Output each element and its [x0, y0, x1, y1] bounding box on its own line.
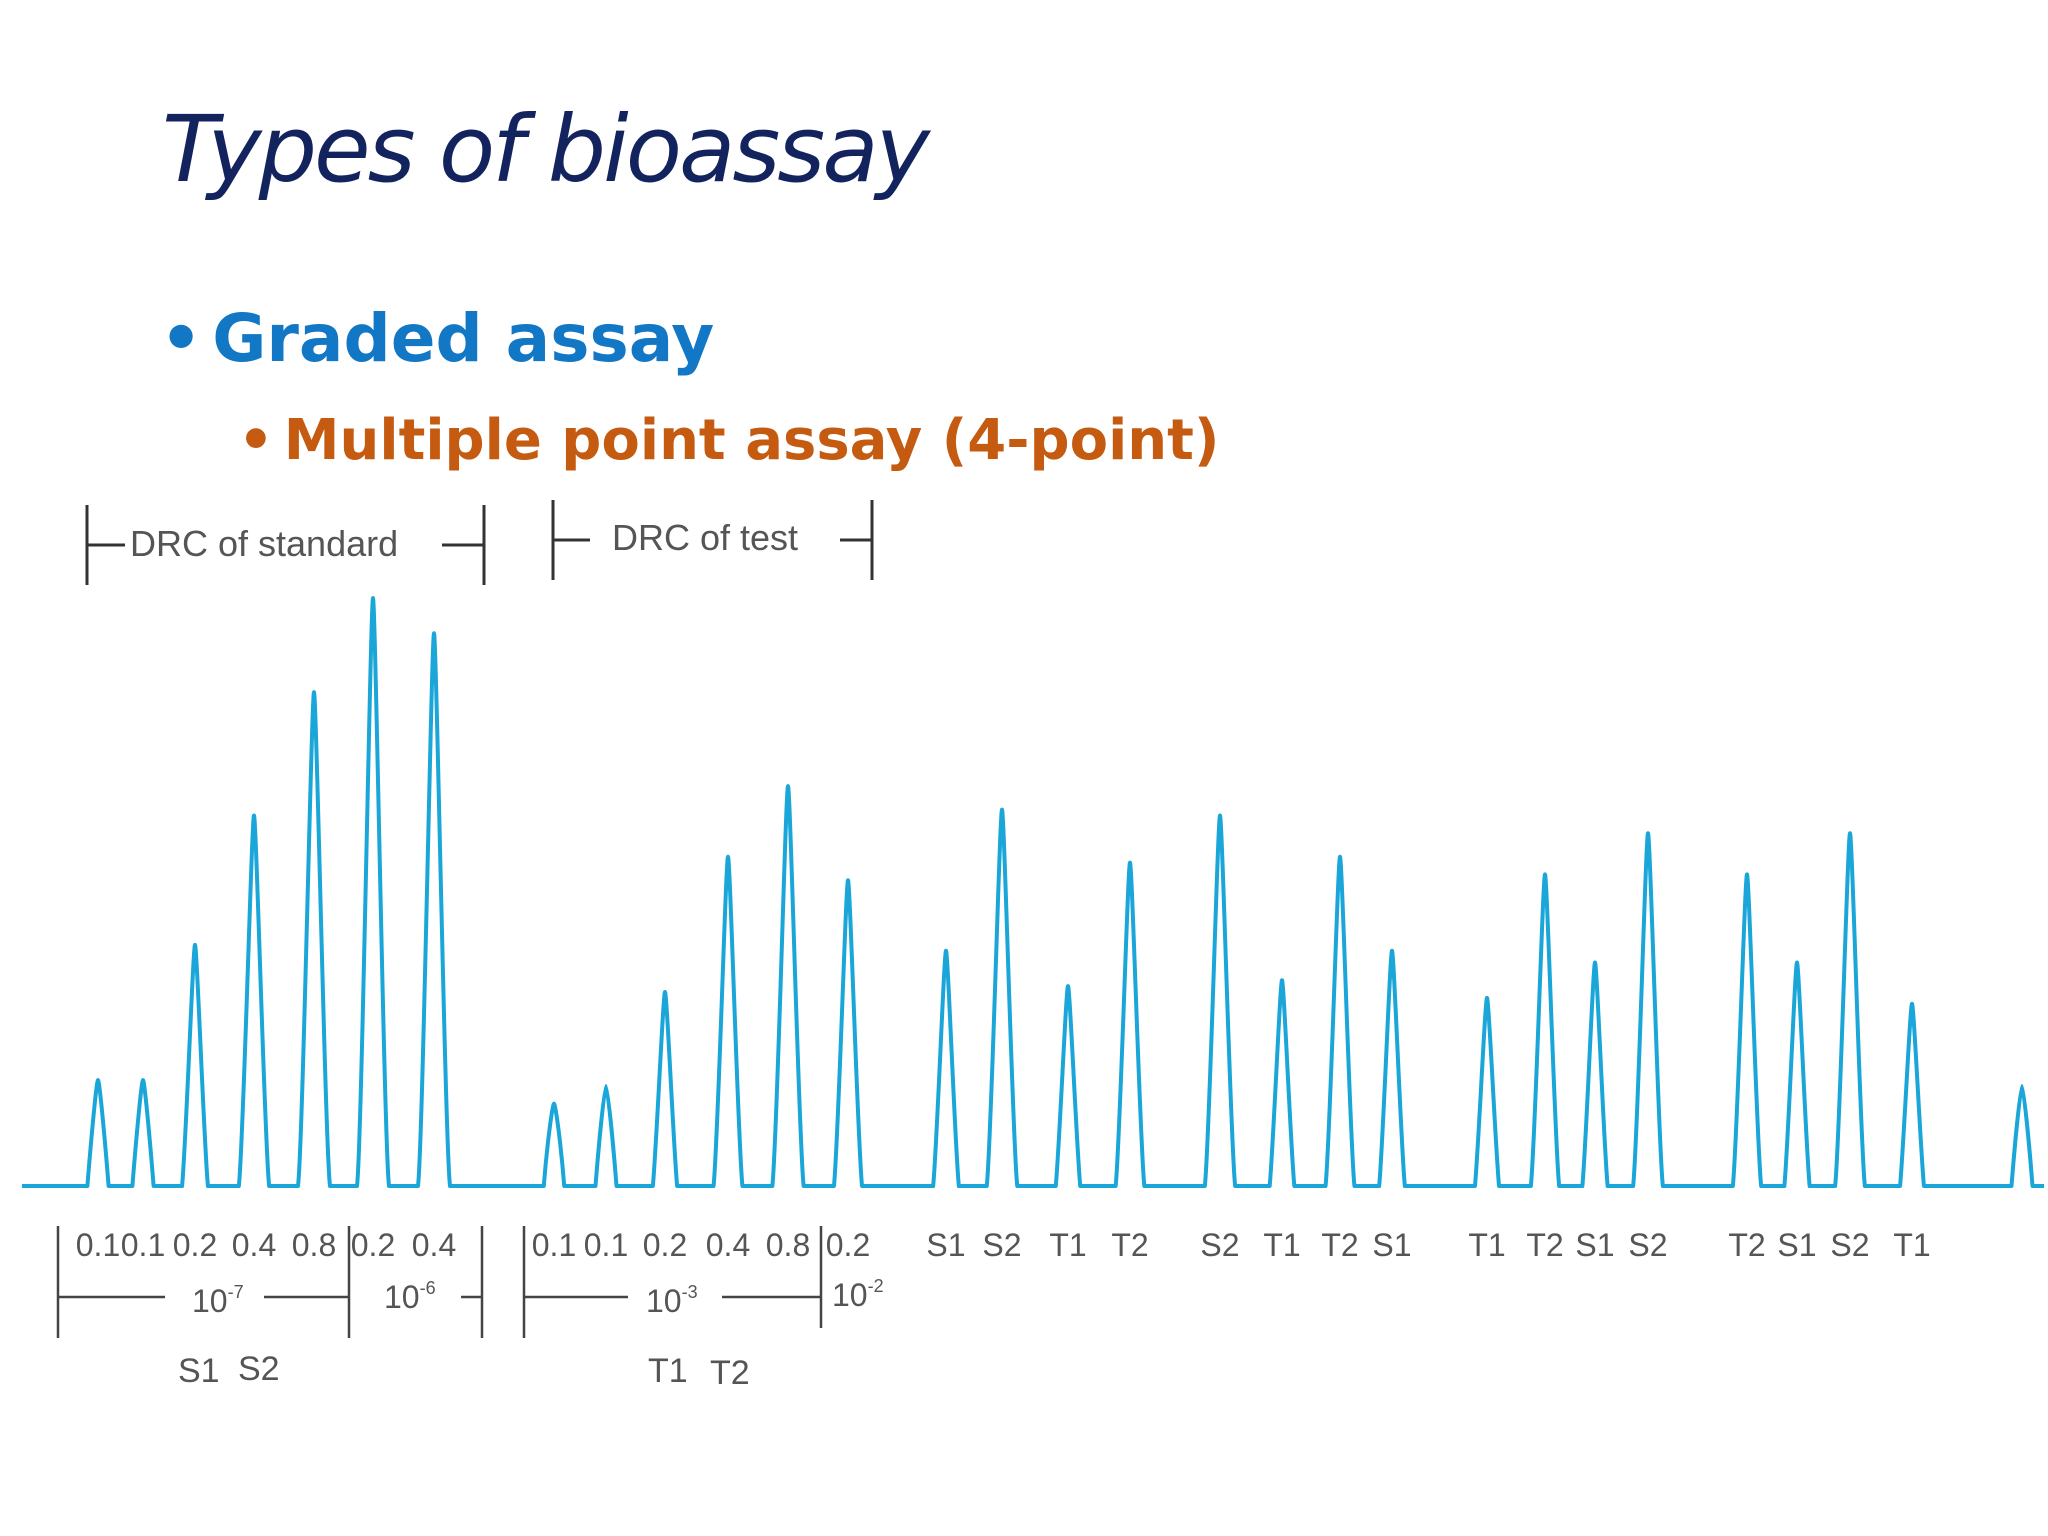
group-label-s2: S2	[238, 1350, 280, 1388]
bullet-dot: •	[238, 408, 274, 473]
response-trace	[22, 596, 2044, 1188]
conc-test-high: 10-2	[832, 1276, 884, 1313]
peak-label: 0.4	[412, 1227, 456, 1263]
bracket-test	[551, 500, 874, 580]
peak-label: 0.8	[292, 1227, 336, 1263]
conc-standard-high: 10-6	[384, 1278, 436, 1315]
peak-label: T2	[1321, 1227, 1358, 1263]
peak-label: T1	[1468, 1227, 1505, 1263]
peak-label: 0.8	[766, 1227, 810, 1263]
group-label-s1: S1	[178, 1352, 220, 1390]
peak-label: 0.1	[121, 1227, 165, 1263]
peak-label: 0.2	[351, 1227, 395, 1263]
peak-label: 0.1	[532, 1227, 576, 1263]
peak-label: 0.2	[643, 1227, 687, 1263]
peak-label: S1	[1372, 1227, 1411, 1263]
bracket-standard	[85, 505, 486, 585]
peak-label: 0.1	[76, 1227, 120, 1263]
peak-label: T2	[1526, 1227, 1563, 1263]
peak-label: 0.1	[584, 1227, 628, 1263]
peak-labels: 0.1 0.1 0.2 0.4 0.8 0.2 0.4 0.1 0.1 0.2 0.4 0.8 0.2 S…	[76, 1227, 1931, 1263]
peak-label: T1	[1893, 1227, 1930, 1263]
peak-label: S1	[926, 1227, 965, 1263]
bullet-graded-assay: • Graded assay	[160, 300, 714, 377]
bullet-multiple-point: • Multiple point assay (4-point)	[238, 408, 1220, 473]
peak-label: T1	[1049, 1227, 1086, 1263]
peak-label: 0.2	[826, 1227, 870, 1263]
conc-test-low: 10-3	[646, 1282, 698, 1319]
peak-label: 0.2	[173, 1227, 217, 1263]
group-label-t2: T2	[710, 1354, 750, 1392]
peak-label: T2	[1728, 1227, 1765, 1263]
peak-label: T2	[1111, 1227, 1148, 1263]
peak-label: S2	[1200, 1227, 1239, 1263]
bullet-graded-assay-text: Graded assay	[212, 300, 715, 377]
peak-label: S2	[982, 1227, 1021, 1263]
bracket-standard-label: DRC of standard	[130, 523, 398, 564]
slide-title: Types of bioassay	[162, 96, 930, 203]
concentration-brackets	[56, 1226, 823, 1338]
peak-label: S2	[1830, 1227, 1869, 1263]
peak-label: T1	[1263, 1227, 1300, 1263]
bracket-test-label: DRC of test	[612, 517, 798, 558]
peak-label: S1	[1575, 1227, 1614, 1263]
conc-standard-low: 10-7	[192, 1282, 244, 1319]
peak-label: 0.4	[706, 1227, 750, 1263]
peak-label: S1	[1777, 1227, 1816, 1263]
group-label-t1: T1	[648, 1352, 688, 1390]
peak-label: 0.4	[232, 1227, 276, 1263]
bullet-multiple-point-text: Multiple point assay (4-point)	[283, 408, 1220, 473]
peak-label: S2	[1628, 1227, 1667, 1263]
bullet-dot: •	[160, 300, 203, 377]
